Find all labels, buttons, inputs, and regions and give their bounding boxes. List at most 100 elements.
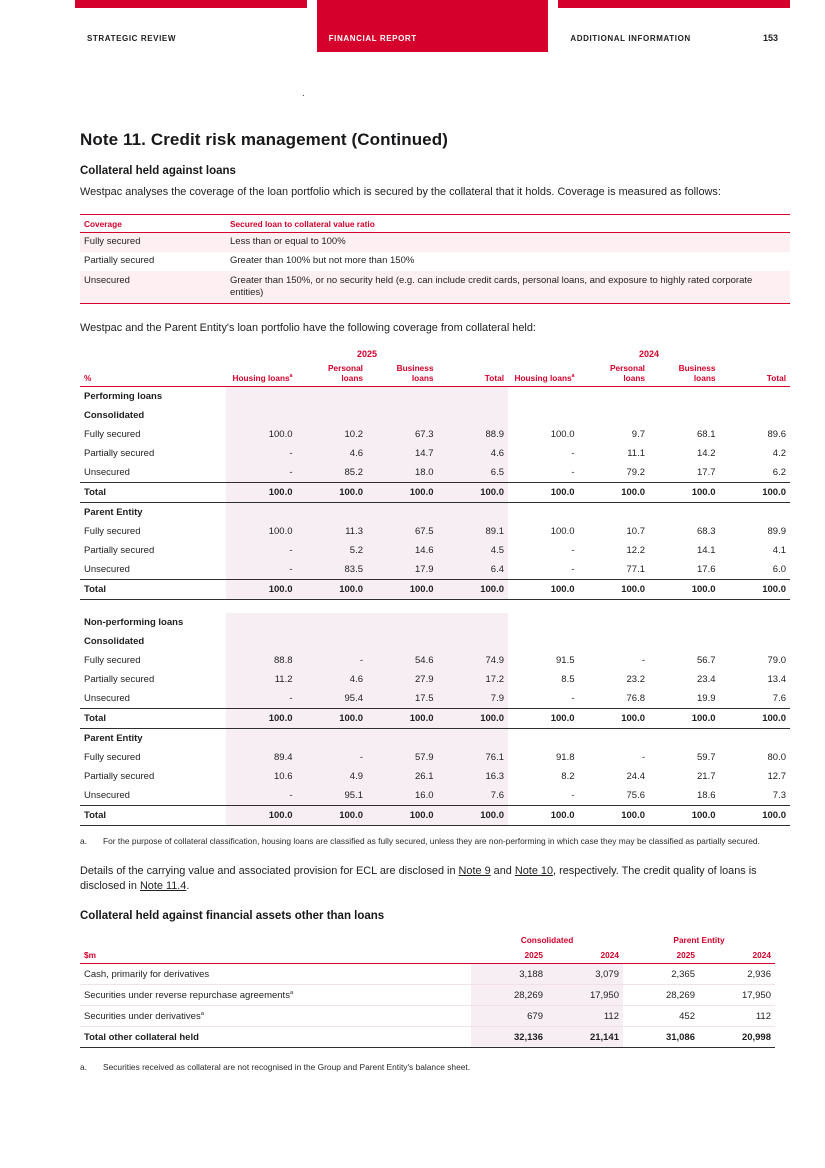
tab-financial-report[interactable]: FINANCIAL REPORT: [316, 0, 549, 52]
value-cell: [226, 406, 297, 426]
value-cell: 3,188: [471, 963, 547, 986]
value-cell: [720, 387, 791, 407]
loan-coverage-row: Parent Entity: [80, 502, 790, 523]
value-cell: 100.0: [367, 482, 438, 504]
value-cell: 100.0: [226, 522, 297, 542]
value-cell: 100.0: [226, 707, 297, 729]
value-cell: 17.7: [697, 467, 716, 479]
value-cell: [508, 632, 579, 651]
value-cell: 100.0: [550, 526, 575, 538]
value-cell: [437, 728, 508, 748]
unit-header: %: [80, 360, 226, 388]
value-cell: [226, 728, 297, 748]
group-header: Parent Entity: [673, 934, 725, 945]
value-cell: 17.5: [367, 688, 438, 709]
value-cell: 679: [471, 1005, 547, 1028]
value-cell: 17.9: [367, 560, 438, 580]
header-tabs: STRATEGIC REVIEW FINANCIAL REPORT ADDITION…: [0, 0, 825, 52]
value-cell: [367, 406, 438, 426]
ecl-paragraph: Details of the carrying value and associ…: [80, 864, 790, 893]
note-link[interactable]: Note 9: [458, 865, 491, 878]
value-cell: [437, 406, 508, 426]
value-cell: 4.6: [296, 669, 367, 689]
value-cell: 95.1: [296, 785, 367, 806]
loan-coverage-row: Partially secured 11.2 4.6 27.9 17.2 8.5 23.2 2…: [80, 669, 790, 689]
value-cell: 14.2: [697, 448, 716, 460]
value-cell: 10.2: [296, 425, 367, 445]
year-header-row: 2025 2024: [80, 347, 790, 360]
portfolio-intro: Westpac and the Parent Entity's loan por…: [80, 321, 536, 334]
value-cell: [720, 406, 791, 425]
tab-label-row: ADDITIONAL INFORMATION 153: [558, 8, 790, 52]
row-label: Performing loans: [84, 391, 163, 403]
note-link[interactable]: Note 10: [514, 865, 554, 878]
value-cell: 100.0: [226, 425, 297, 445]
tab-strategic-review[interactable]: STRATEGIC REVIEW: [75, 0, 307, 52]
coverage-definition-table: Coverage Secured loan to collateral valu…: [80, 213, 790, 304]
note-link[interactable]: Note 11.4: [139, 879, 187, 892]
value-cell: [579, 406, 650, 425]
value-cell: 100.0: [226, 482, 297, 504]
value-cell: 28,269: [623, 984, 699, 1007]
row-label: Parent Entity: [84, 507, 143, 519]
loan-coverage-row: Non-performing loans: [80, 612, 790, 632]
row-label: Unsecured: [84, 692, 130, 704]
value-cell: 4.1: [772, 545, 786, 557]
row-label: Partially secured: [84, 448, 155, 460]
value-cell: [579, 387, 650, 407]
value-cell: 5.2: [296, 541, 367, 561]
column-header: Personal loans: [296, 360, 367, 388]
value-cell: 67.3: [367, 425, 438, 445]
tab-accent-bar: [316, 0, 549, 8]
value-cell: 14.6: [367, 541, 438, 561]
loan-coverage-row: Consolidated: [80, 631, 790, 651]
loan-coverage-row: Fully secured 100.0 11.3 67.5 89.1 100.0 10.7 6…: [80, 522, 790, 542]
row-label: Securities under derivativesa: [80, 1005, 471, 1028]
row-label: Fully secured: [84, 429, 141, 441]
value-cell: -: [571, 448, 575, 460]
value-cell: [226, 612, 297, 632]
value-cell: 100.0: [719, 707, 790, 729]
value-cell: 4.2: [772, 448, 786, 460]
loan-coverage-row: Fully secured 100.0 10.2 67.3 88.9 100.0 9.7 68…: [80, 425, 790, 445]
paragraph-text: and: [490, 865, 515, 878]
value-cell: 100.0: [367, 804, 438, 826]
loan-coverage-row: Partially secured -4.6 14.7 4.6-11.1 14.2 4.2: [80, 444, 790, 464]
row-label: Non-performing loans: [84, 616, 184, 628]
loan-coverage-row: Fully secured 89.4-57.9 76.1 91.8-59.7 80.0: [80, 747, 790, 767]
value-cell: -: [571, 564, 575, 576]
loan-coverage-table: 2025 2024% Housing loansa Personal loans Bus…: [80, 347, 790, 826]
tab-label: FINANCIAL REPORT: [328, 34, 417, 43]
value-cell: 9.7: [631, 429, 645, 441]
page-content: . Note 11. Credit risk management (Conti…: [0, 88, 825, 1073]
value-cell: 89.6: [767, 429, 787, 441]
value-cell: [508, 503, 579, 523]
tab-label-row: FINANCIAL REPORT: [317, 8, 549, 52]
value-cell: 12.7: [767, 770, 787, 782]
page-title: Note 11. Credit risk management (Continu…: [80, 130, 448, 149]
value-cell: -: [226, 560, 297, 580]
unit-header: $m: [80, 945, 471, 965]
tab-additional-information[interactable]: ADDITIONAL INFORMATION 153: [558, 0, 791, 52]
value-cell: 89.9: [767, 526, 787, 538]
row-label: Partially secured: [84, 545, 155, 557]
value-cell: [508, 728, 579, 748]
tab-label-row: STRATEGIC REVIEW: [75, 8, 307, 52]
value-cell: -: [641, 751, 645, 763]
value-cell: 68.3: [697, 526, 716, 538]
row-label: Unsecured: [84, 467, 130, 479]
value-cell: 75.6: [626, 789, 646, 801]
column-header: Business loans: [649, 360, 720, 388]
value-cell: 100.0: [508, 804, 579, 826]
value-cell: 100.0: [296, 579, 367, 601]
value-cell: [508, 387, 579, 407]
value-cell: [437, 612, 508, 632]
value-cell: -: [571, 467, 575, 479]
value-cell: [579, 728, 650, 748]
value-cell: 26.1: [367, 766, 438, 786]
loan-coverage-row: Fully secured 88.8-54.6 74.9 91.5-56.7 79.0: [80, 650, 790, 670]
value-cell: [720, 728, 791, 748]
value-cell: 4.5: [437, 541, 508, 561]
value-cell: [437, 386, 508, 407]
